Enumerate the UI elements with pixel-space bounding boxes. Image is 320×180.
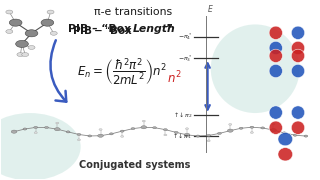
- Circle shape: [66, 131, 70, 133]
- Text: −$\pi_4^*$: −$\pi_4^*$: [178, 31, 192, 42]
- Circle shape: [304, 135, 308, 137]
- Circle shape: [50, 31, 57, 35]
- Circle shape: [98, 134, 103, 137]
- Text: ↑↓ $\pi_1$: ↑↓ $\pi_1$: [172, 131, 192, 141]
- Circle shape: [6, 10, 13, 14]
- Circle shape: [218, 132, 221, 134]
- Circle shape: [283, 132, 286, 134]
- Circle shape: [250, 132, 253, 133]
- Text: $\mathbf{PIB-\textquotedblleft Box\,}$: $\mathbf{PIB-\textquotedblleft Box\,}$: [72, 24, 133, 36]
- Circle shape: [272, 123, 275, 125]
- Circle shape: [131, 128, 135, 130]
- Circle shape: [47, 10, 54, 14]
- Circle shape: [11, 130, 17, 133]
- Circle shape: [196, 135, 200, 137]
- Circle shape: [153, 127, 156, 129]
- Text: ”: ”: [165, 24, 172, 34]
- Ellipse shape: [291, 64, 305, 78]
- Circle shape: [207, 134, 211, 137]
- Text: ↑↓ $\pi_2$: ↑↓ $\pi_2$: [172, 110, 192, 120]
- Ellipse shape: [278, 132, 292, 146]
- FancyArrowPatch shape: [51, 40, 66, 102]
- Ellipse shape: [269, 64, 283, 78]
- Circle shape: [142, 120, 145, 122]
- Ellipse shape: [269, 26, 283, 39]
- Circle shape: [9, 19, 22, 26]
- Circle shape: [44, 126, 48, 129]
- Circle shape: [239, 127, 243, 129]
- Circle shape: [174, 131, 178, 134]
- Text: $E_n = \left(\dfrac{\hbar^2\pi^2}{2mL^2}\right)n^2$: $E_n = \left(\dfrac{\hbar^2\pi^2}{2mL^2}…: [77, 57, 167, 88]
- Ellipse shape: [269, 106, 283, 119]
- Circle shape: [261, 127, 265, 129]
- Circle shape: [184, 133, 190, 136]
- Circle shape: [16, 40, 28, 48]
- Text: −$\pi_3^*$: −$\pi_3^*$: [178, 53, 192, 64]
- Text: π-e transitions: π-e transitions: [94, 7, 172, 17]
- Circle shape: [54, 128, 60, 131]
- Circle shape: [293, 134, 297, 136]
- Ellipse shape: [291, 121, 305, 134]
- Ellipse shape: [269, 49, 283, 62]
- Circle shape: [99, 129, 102, 130]
- Circle shape: [88, 135, 92, 137]
- Circle shape: [28, 46, 35, 50]
- Ellipse shape: [269, 121, 283, 134]
- Circle shape: [250, 126, 254, 128]
- Text: E: E: [208, 5, 212, 14]
- Circle shape: [34, 132, 37, 134]
- Circle shape: [41, 19, 54, 26]
- Circle shape: [164, 129, 167, 131]
- Circle shape: [23, 128, 27, 130]
- Circle shape: [271, 129, 276, 132]
- Circle shape: [121, 136, 124, 137]
- Ellipse shape: [211, 24, 300, 113]
- Ellipse shape: [291, 41, 305, 55]
- Circle shape: [228, 129, 233, 132]
- Circle shape: [17, 53, 24, 57]
- Circle shape: [185, 128, 188, 130]
- Circle shape: [141, 126, 147, 129]
- Circle shape: [22, 53, 29, 57]
- Ellipse shape: [0, 113, 81, 180]
- Ellipse shape: [269, 41, 283, 55]
- Text: Conjugated systems: Conjugated systems: [79, 160, 190, 170]
- Circle shape: [56, 122, 59, 124]
- Text: Length: Length: [133, 24, 176, 34]
- Circle shape: [34, 126, 37, 129]
- Circle shape: [164, 134, 167, 136]
- Circle shape: [77, 133, 81, 136]
- Ellipse shape: [291, 49, 305, 62]
- Circle shape: [229, 123, 232, 125]
- Ellipse shape: [278, 148, 292, 161]
- Circle shape: [109, 133, 113, 135]
- Circle shape: [77, 139, 81, 141]
- Circle shape: [6, 30, 13, 33]
- Circle shape: [207, 140, 210, 142]
- Circle shape: [120, 130, 124, 132]
- Circle shape: [25, 30, 38, 37]
- Text: PIB – “Box: PIB – “Box: [68, 24, 133, 34]
- Ellipse shape: [291, 26, 305, 39]
- Ellipse shape: [291, 106, 305, 119]
- Text: $n^2$: $n^2$: [167, 70, 181, 87]
